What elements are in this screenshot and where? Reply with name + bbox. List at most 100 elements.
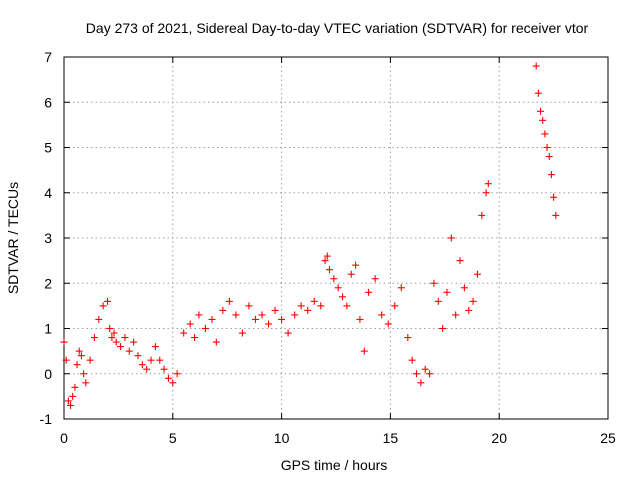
y-tick-labels: -1 0 1 2 3 4 5 6 7 (40, 49, 53, 427)
data-point (130, 338, 138, 346)
y-tick-label: 4 (44, 185, 52, 201)
data-point (552, 211, 560, 219)
data-point (75, 347, 83, 355)
data-point (404, 334, 412, 342)
chart-title: Day 273 of 2021, Sidereal Day-to-day VTE… (86, 20, 589, 36)
data-point (73, 361, 81, 369)
data-point (69, 392, 77, 400)
data-point (391, 302, 399, 310)
data-point (421, 365, 429, 373)
data-point (397, 284, 405, 292)
data-point (125, 347, 133, 355)
data-point (208, 315, 216, 323)
x-tick-label: 10 (274, 430, 290, 446)
data-point (447, 234, 455, 242)
data-point (71, 383, 79, 391)
data-point (173, 370, 181, 378)
data-point (534, 89, 542, 97)
data-point (86, 356, 94, 364)
y-tick-label: 3 (44, 230, 52, 246)
data-point (378, 311, 386, 319)
data-point (347, 270, 355, 278)
data-point (251, 315, 259, 323)
x-tick-label: 5 (169, 430, 177, 446)
data-point (356, 315, 364, 323)
data-point (325, 266, 333, 274)
data-point (291, 311, 299, 319)
data-point (117, 343, 125, 351)
data-point (90, 334, 98, 342)
data-point (343, 302, 351, 310)
data-point (310, 297, 318, 305)
data-point (195, 311, 203, 319)
data-point (339, 293, 347, 301)
data-point (543, 144, 551, 151)
y-tick-label: 6 (44, 94, 52, 110)
data-point (169, 379, 177, 387)
data-point (201, 325, 209, 332)
data-point (110, 329, 118, 337)
data-point (271, 306, 279, 314)
data-point (352, 261, 360, 269)
data-point (550, 193, 558, 201)
y-axis-label: SDTVAR / TECUs (5, 182, 21, 294)
data-point (456, 257, 464, 265)
data-point (164, 374, 172, 382)
data-point (545, 153, 553, 161)
data-point (465, 306, 473, 314)
x-tick-label: 15 (383, 430, 399, 446)
data-point (430, 279, 438, 287)
data-point (238, 329, 246, 337)
data-point (317, 302, 325, 310)
data-point (64, 397, 72, 405)
data-point (278, 315, 286, 323)
data-point (219, 306, 227, 314)
data-point (443, 288, 451, 296)
data-point (408, 356, 416, 364)
data-point (245, 302, 253, 310)
data-point (143, 365, 151, 373)
y-tick-label: 5 (44, 140, 52, 156)
data-point (82, 379, 90, 387)
data-point (323, 252, 331, 260)
data-point (232, 311, 240, 319)
data-point (334, 284, 342, 292)
y-tick-label: 0 (44, 366, 52, 382)
data-point (80, 370, 88, 378)
x-axis-label: GPS time / hours (281, 457, 388, 473)
data-point (541, 130, 549, 138)
data-point (321, 257, 329, 265)
data-point (532, 62, 540, 70)
data-point (413, 370, 421, 378)
data-point (121, 334, 129, 342)
data-point (156, 356, 164, 364)
data-point (537, 107, 545, 115)
data-point (297, 302, 305, 310)
data-point (99, 302, 107, 310)
data-point (191, 334, 199, 342)
data-point (330, 275, 338, 283)
data-point (469, 297, 477, 305)
data-point (452, 311, 460, 319)
data-point (473, 270, 481, 278)
data-point (106, 325, 114, 332)
y-tick-label: 7 (44, 49, 52, 65)
y-tick-label: 2 (44, 275, 52, 291)
y-tick-label: 1 (44, 321, 52, 337)
data-point (304, 306, 312, 314)
data-point (151, 343, 159, 351)
grid-lines (64, 57, 608, 419)
data-point (539, 116, 547, 124)
x-tick-label: 25 (600, 430, 616, 446)
data-point (460, 284, 468, 292)
data-point (212, 338, 220, 346)
data-point (434, 297, 442, 305)
data-point (365, 288, 373, 296)
data-point (258, 311, 266, 319)
x-tick-labels: 0 5 10 15 20 25 (60, 430, 616, 446)
data-point (265, 320, 273, 328)
data-point (225, 297, 233, 305)
data-point (95, 315, 103, 323)
data-point (104, 297, 112, 305)
